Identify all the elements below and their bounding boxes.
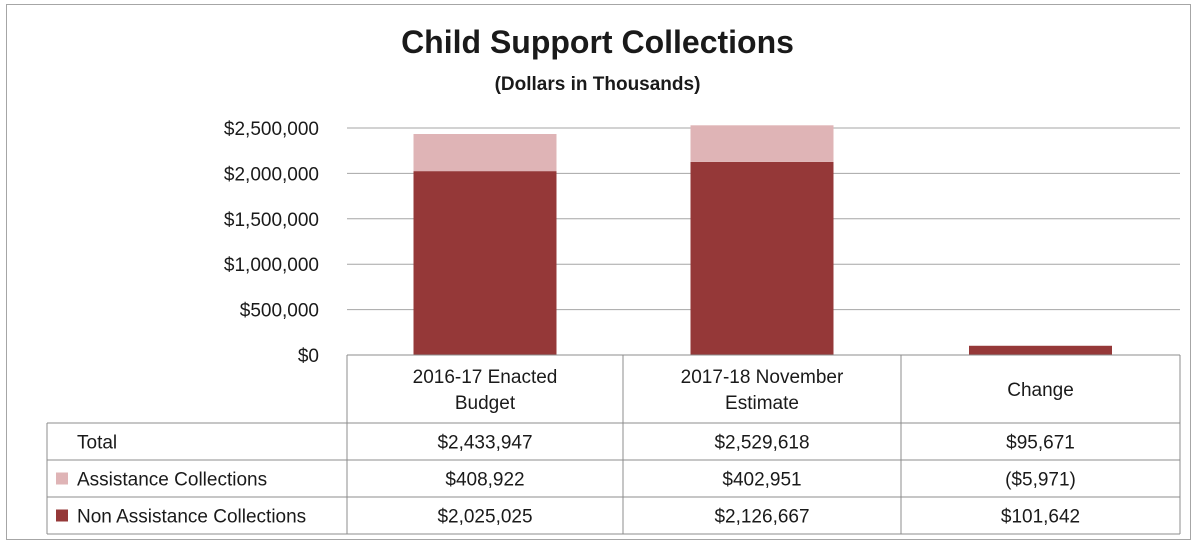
- table-cell: $101,642: [1001, 507, 1080, 528]
- bar-non-assistance: [969, 345, 1112, 355]
- table-cell: $402,951: [722, 470, 801, 491]
- x-tick-label: 2017-18 November: [681, 367, 844, 388]
- table-cell: ($5,971): [1005, 470, 1076, 491]
- y-tick-label: $0: [298, 346, 319, 367]
- table-cell: $2,025,025: [437, 507, 532, 528]
- bar-assistance: [690, 125, 834, 162]
- y-tick-label: $1,000,000: [224, 255, 319, 276]
- legend-swatch: [56, 472, 68, 485]
- bar-non-assistance: [413, 171, 557, 355]
- table-cell: $2,529,618: [714, 433, 809, 454]
- table-cell: $408,922: [445, 470, 524, 491]
- chart-title: Child Support Collections: [401, 24, 794, 60]
- y-tick-label: $2,000,000: [224, 164, 319, 185]
- legend-swatch: [56, 509, 68, 522]
- table-cell: $2,126,667: [714, 507, 809, 528]
- table-row-label: Total: [77, 433, 117, 454]
- table-row-label: Non Assistance Collections: [77, 507, 306, 528]
- bar-assistance: [413, 133, 557, 172]
- x-tick-label: Change: [1007, 380, 1074, 401]
- bar-non-assistance: [690, 161, 834, 355]
- y-tick-label: $1,500,000: [224, 210, 319, 231]
- x-tick-label: Budget: [455, 393, 516, 414]
- y-axis: $0 $500,000 $1,000,000 $1,500,000 $2,000,000…: [224, 119, 319, 367]
- table-cell: $2,433,947: [437, 433, 532, 454]
- chart-frame: [6, 4, 1191, 540]
- y-tick-label: $500,000: [240, 301, 319, 322]
- bars: [413, 125, 1112, 355]
- table-row-label: Assistance Collections: [77, 470, 267, 491]
- x-tick-label: Estimate: [725, 393, 799, 414]
- chart-subtitle: (Dollars in Thousands): [494, 74, 701, 95]
- table-cell: $95,671: [1006, 433, 1075, 454]
- y-tick-label: $2,500,000: [224, 119, 319, 140]
- data-table: 2016-17 Enacted Budget 2017-18 November Est…: [46, 354, 1181, 535]
- x-tick-label: 2016-17 Enacted: [413, 367, 558, 388]
